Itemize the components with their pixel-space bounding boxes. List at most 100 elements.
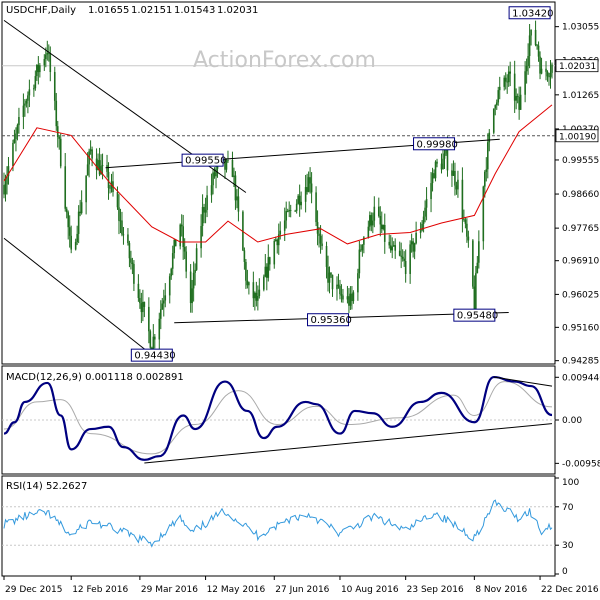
- macd-line: [3, 375, 553, 461]
- candle-body: [298, 195, 301, 206]
- candle-body: [16, 125, 19, 134]
- candle-body: [551, 64, 553, 73]
- candle-body: [215, 168, 217, 177]
- candle-body: [18, 116, 20, 126]
- candle-body: [404, 261, 407, 274]
- candle-body: [101, 165, 104, 167]
- candle-body: [97, 160, 99, 171]
- candle-body: [466, 223, 468, 237]
- x-tick-label: 29 Dec 2015: [5, 585, 63, 595]
- macd-plot: [2, 375, 555, 464]
- candle-body: [336, 284, 338, 290]
- x-tick-label: 10 Aug 2016: [341, 585, 399, 595]
- level-price-tag-box: [555, 129, 599, 143]
- level-price-tag-text: 1.00190: [559, 132, 596, 142]
- candle-body: [424, 207, 426, 217]
- candle-body: [179, 224, 181, 247]
- candle-body: [286, 211, 289, 212]
- price-header-low: 1.01543: [174, 5, 215, 16]
- price-callout-box: [453, 308, 496, 322]
- candle-body: [478, 241, 480, 263]
- candle-body: [330, 272, 332, 275]
- candle-body: [183, 247, 186, 252]
- candle-body: [377, 206, 380, 217]
- price-y-tick-label: 0.98660: [562, 190, 599, 200]
- candle-body: [53, 72, 56, 101]
- candle-body: [410, 241, 413, 245]
- candle-body: [206, 195, 208, 210]
- candle-body: [513, 73, 516, 101]
- candle-body: [246, 280, 249, 286]
- current-price-tag-box: [555, 59, 599, 73]
- candle-body: [245, 261, 247, 281]
- candle-body: [266, 266, 268, 278]
- current-price-tag-text: 1.02031: [559, 62, 596, 72]
- candle-body: [351, 293, 353, 302]
- candle-body: [13, 139, 16, 143]
- candle-body: [436, 161, 438, 164]
- candle-body: [442, 158, 444, 170]
- candle-body: [46, 52, 49, 55]
- candle-body: [434, 161, 437, 179]
- candle-body: [548, 76, 550, 78]
- candle-body: [283, 220, 286, 231]
- macd-header: MACD(12,26,9) 0.001118 0.002891: [6, 372, 184, 383]
- candle-body: [36, 64, 38, 77]
- candle-body: [210, 185, 213, 196]
- candle-body: [445, 149, 447, 154]
- candle-body: [419, 230, 422, 233]
- price-header-symbol: USDCHF,Daily: [6, 5, 76, 16]
- candle-body: [331, 274, 334, 290]
- candle-body: [431, 173, 434, 184]
- candle-body: [127, 234, 129, 244]
- candle-body: [27, 95, 29, 101]
- candle-body: [412, 241, 414, 252]
- candle-body: [504, 77, 507, 82]
- candle-body: [316, 222, 319, 234]
- moving-average-line: [3, 104, 553, 245]
- candle-body: [161, 303, 164, 310]
- macd-trendline: [144, 423, 553, 464]
- candle-body: [65, 208, 68, 213]
- candle-body: [70, 235, 72, 250]
- macd-signal-line: [3, 381, 553, 455]
- candle-body: [149, 331, 152, 348]
- candle-body: [252, 282, 255, 299]
- candle-body: [194, 269, 196, 273]
- watermark: ActionForex.com: [193, 48, 376, 73]
- candle-body: [3, 184, 5, 195]
- candle-body: [537, 45, 540, 57]
- candle-body: [79, 211, 81, 214]
- candle-body: [201, 207, 204, 226]
- x-tick-label: 12 Feb 2016: [72, 585, 128, 595]
- candle-body: [306, 187, 308, 192]
- candle-body: [43, 59, 46, 66]
- candle-body: [203, 207, 205, 213]
- candle-body: [446, 149, 449, 171]
- candle-body: [451, 170, 453, 176]
- candle-body: [339, 286, 341, 295]
- candle-body: [122, 234, 125, 236]
- candle-body: [421, 223, 423, 231]
- candle-body: [360, 249, 362, 251]
- candle-body: [315, 192, 317, 223]
- candle-body: [59, 138, 62, 167]
- candle-body: [310, 183, 313, 193]
- price-callout-label: 0.99550: [185, 156, 226, 167]
- candle-body: [182, 226, 184, 248]
- price-callout-label: 0.95480: [457, 311, 498, 322]
- candle-body: [137, 283, 140, 298]
- candle-body: [91, 149, 93, 159]
- candle-body: [325, 246, 328, 267]
- price-trendline: [3, 237, 150, 353]
- candle-body: [4, 184, 7, 195]
- candle-body: [89, 149, 92, 152]
- candle-body: [492, 108, 495, 133]
- candle-body: [191, 288, 193, 304]
- price-callout-label: 0.95360: [311, 315, 352, 326]
- candle-body: [348, 296, 350, 306]
- candle-body: [263, 276, 265, 290]
- candle-body: [139, 297, 141, 304]
- candle-body: [180, 224, 183, 227]
- candle-body: [289, 210, 292, 211]
